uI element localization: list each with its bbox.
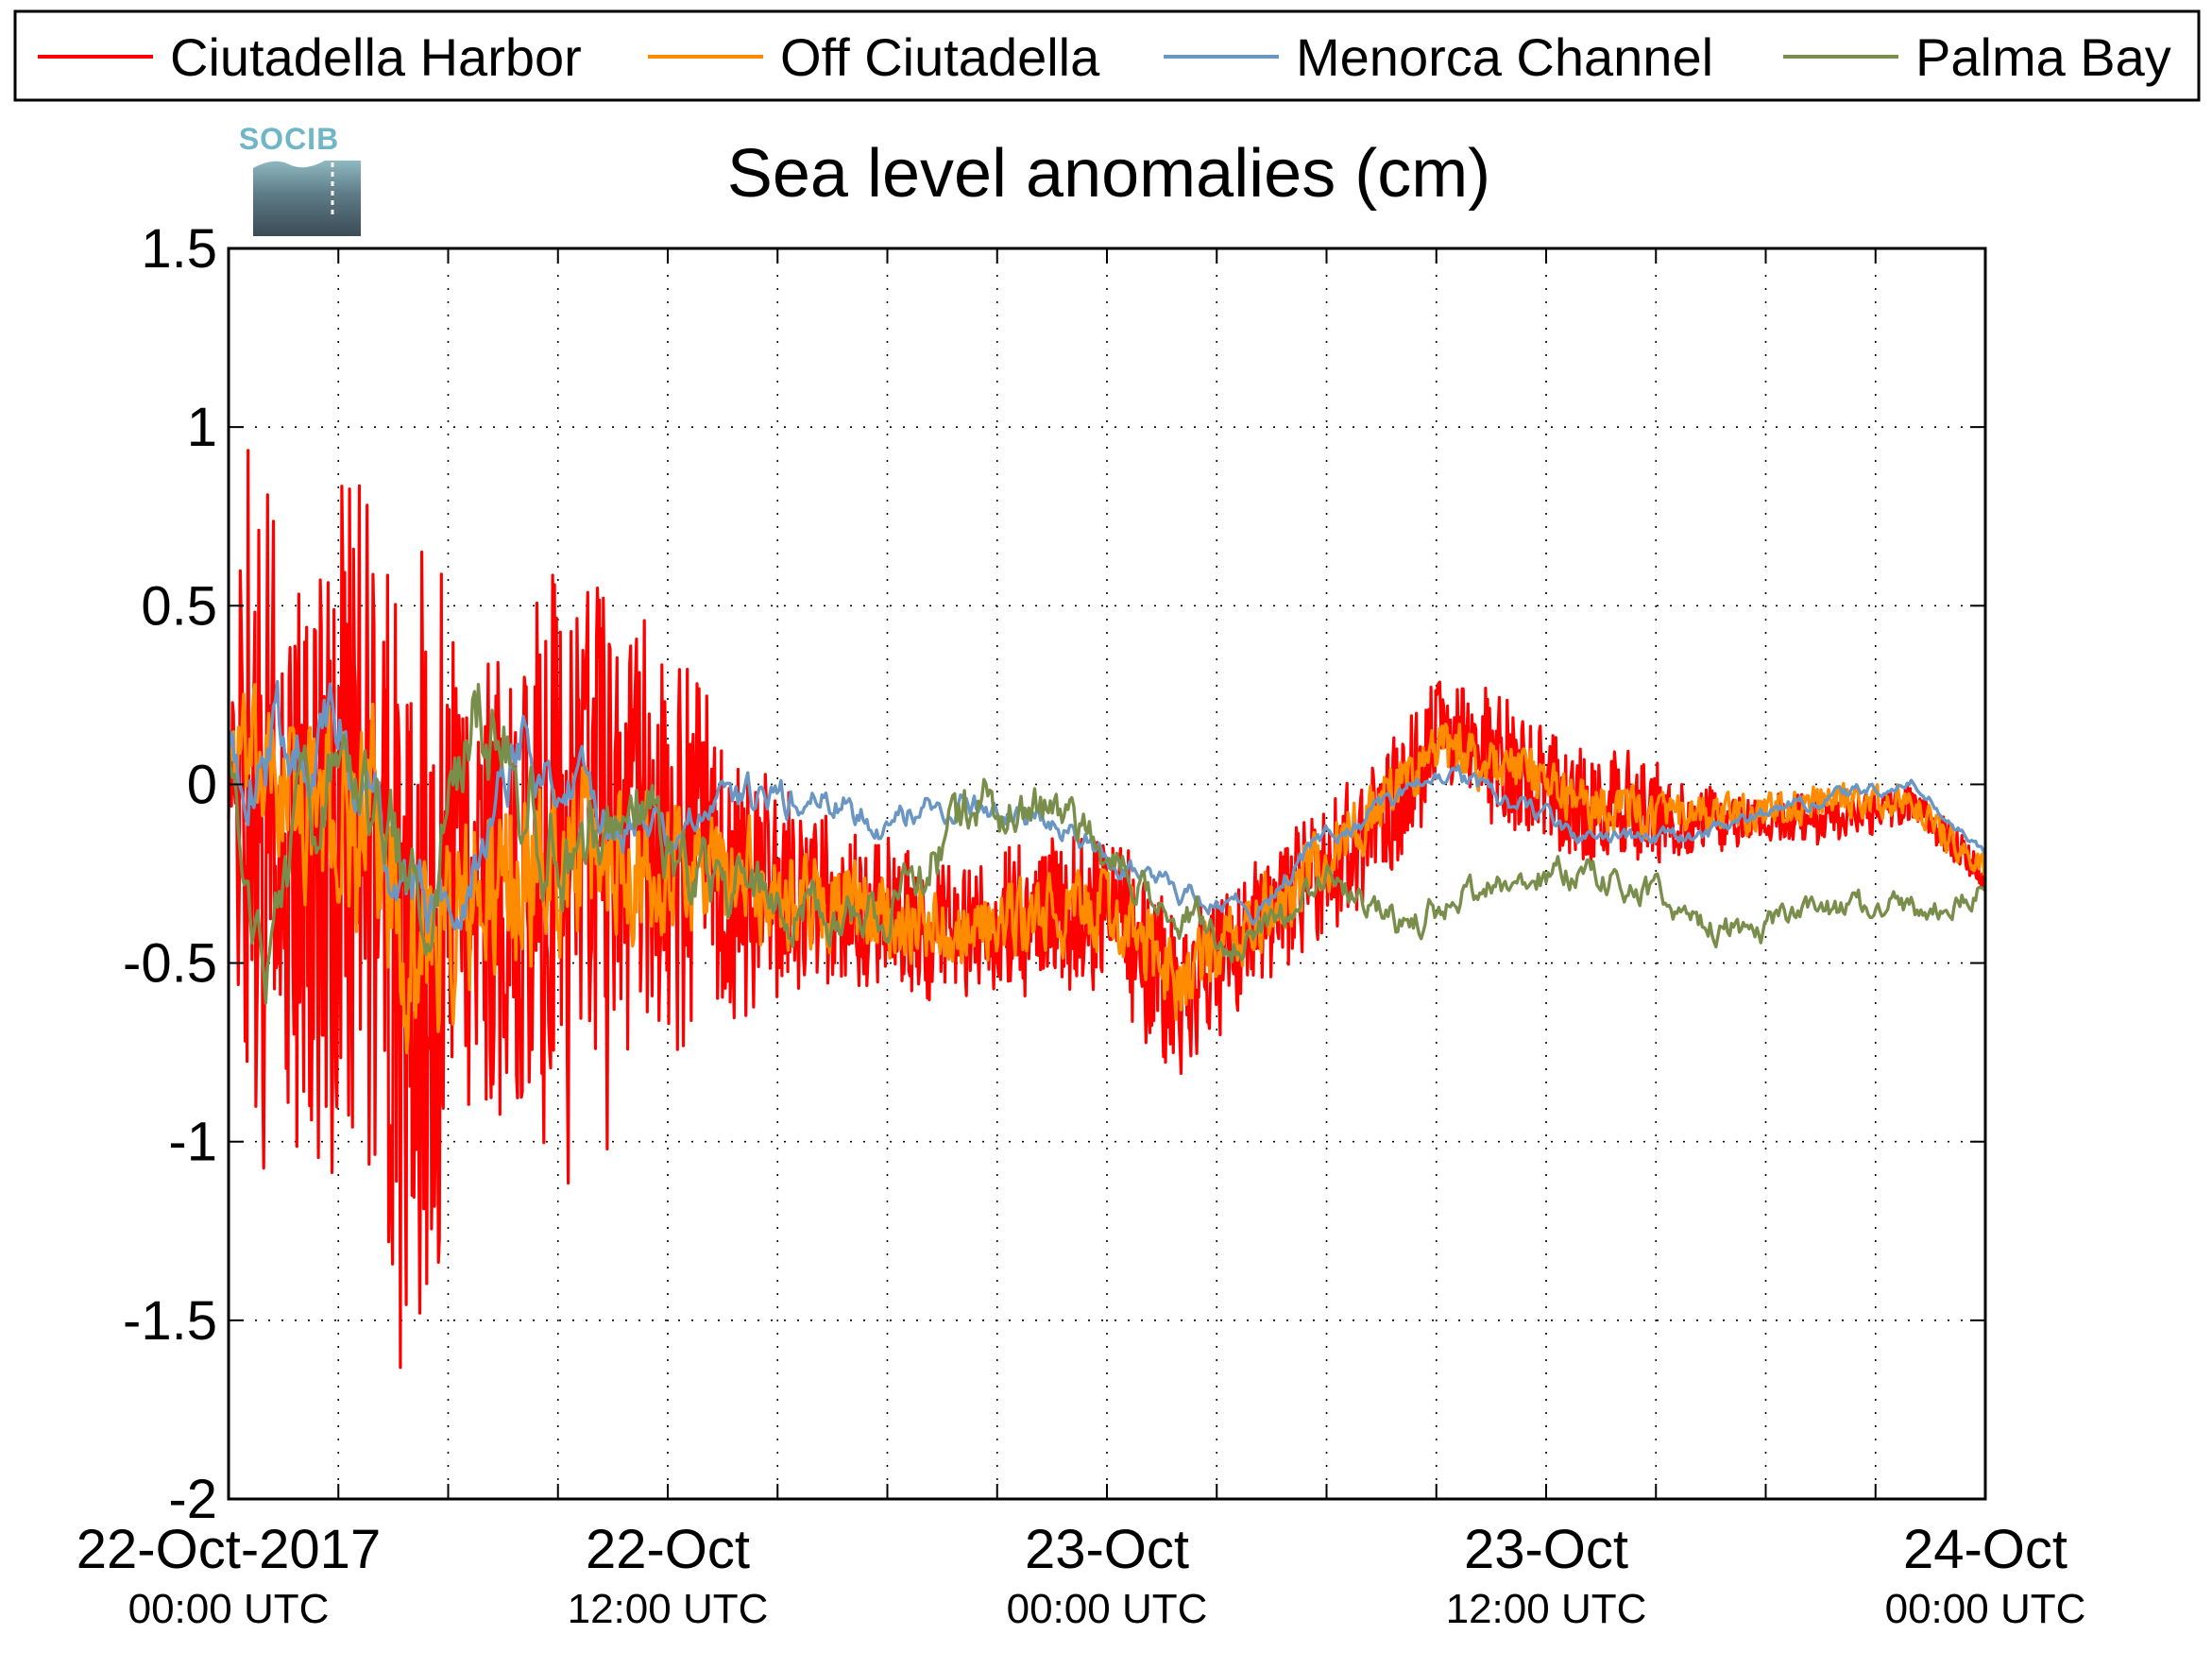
x-tick-date-label: 23-Oct	[1464, 1519, 1628, 1580]
legend-label-1: Off Ciutadella	[780, 27, 1100, 87]
logo-text: SOCIB	[239, 122, 339, 156]
socib-logo: SOCIB	[239, 122, 361, 236]
y-tick-label: 1	[187, 397, 217, 458]
series-line-0	[227, 449, 1987, 1370]
x-axis: 22-Oct-2017 00:00 UTC 22-Oct 12:00 UTC 23-Oc…	[77, 248, 2086, 1632]
y-tick-label: 1.5	[141, 218, 217, 280]
chart-title: Sea level anomalies (cm)	[727, 136, 1490, 212]
x-tick-date-label: 22-Oct-2017	[77, 1519, 381, 1580]
x-tick-time-label: 00:00 UTC	[128, 1586, 330, 1632]
x-tick-time-label: 00:00 UTC	[1007, 1586, 1208, 1632]
x-tick-date-label: 23-Oct	[1025, 1519, 1189, 1580]
plot-area: 1.5 1 0.5 0 -0.5 -1 -1.5 -2 22-Oct-2017 00:00 UT…	[77, 218, 2086, 1632]
x-tick-time-label: 12:00 UTC	[568, 1586, 769, 1632]
y-tick-label: 0.5	[141, 575, 217, 637]
series-line-1	[227, 683, 1987, 1055]
x-tick-date-label: 22-Oct	[586, 1519, 750, 1580]
y-tick-label: -0.5	[123, 933, 217, 995]
x-tick-time-label: 12:00 UTC	[1446, 1586, 1647, 1632]
x-tick-date-label: 24-Oct	[1903, 1519, 2067, 1580]
legend-label-3: Palma Bay	[1915, 27, 2171, 87]
y-axis: 1.5 1 0.5 0 -0.5 -1 -1.5 -2	[123, 218, 1985, 1530]
series-line-3	[227, 683, 1987, 1005]
series-group	[227, 449, 1987, 1370]
y-tick-label: -1.5	[123, 1290, 217, 1352]
y-tick-label: -1	[168, 1112, 217, 1173]
legend-label-0: Ciutadella Harbor	[170, 27, 582, 87]
logo-wave-icon	[253, 161, 361, 236]
legend: Ciutadella Harbor Off Ciutadella Menorca C…	[13, 9, 2201, 102]
y-tick-label: -2	[168, 1469, 217, 1530]
y-tick-label: 0	[187, 754, 217, 815]
x-tick-time-label: 00:00 UTC	[1885, 1586, 2086, 1632]
legend-label-2: Menorca Channel	[1296, 27, 1713, 87]
legend-items: Ciutadella Harbor Off Ciutadella Menorca C…	[38, 27, 2171, 87]
